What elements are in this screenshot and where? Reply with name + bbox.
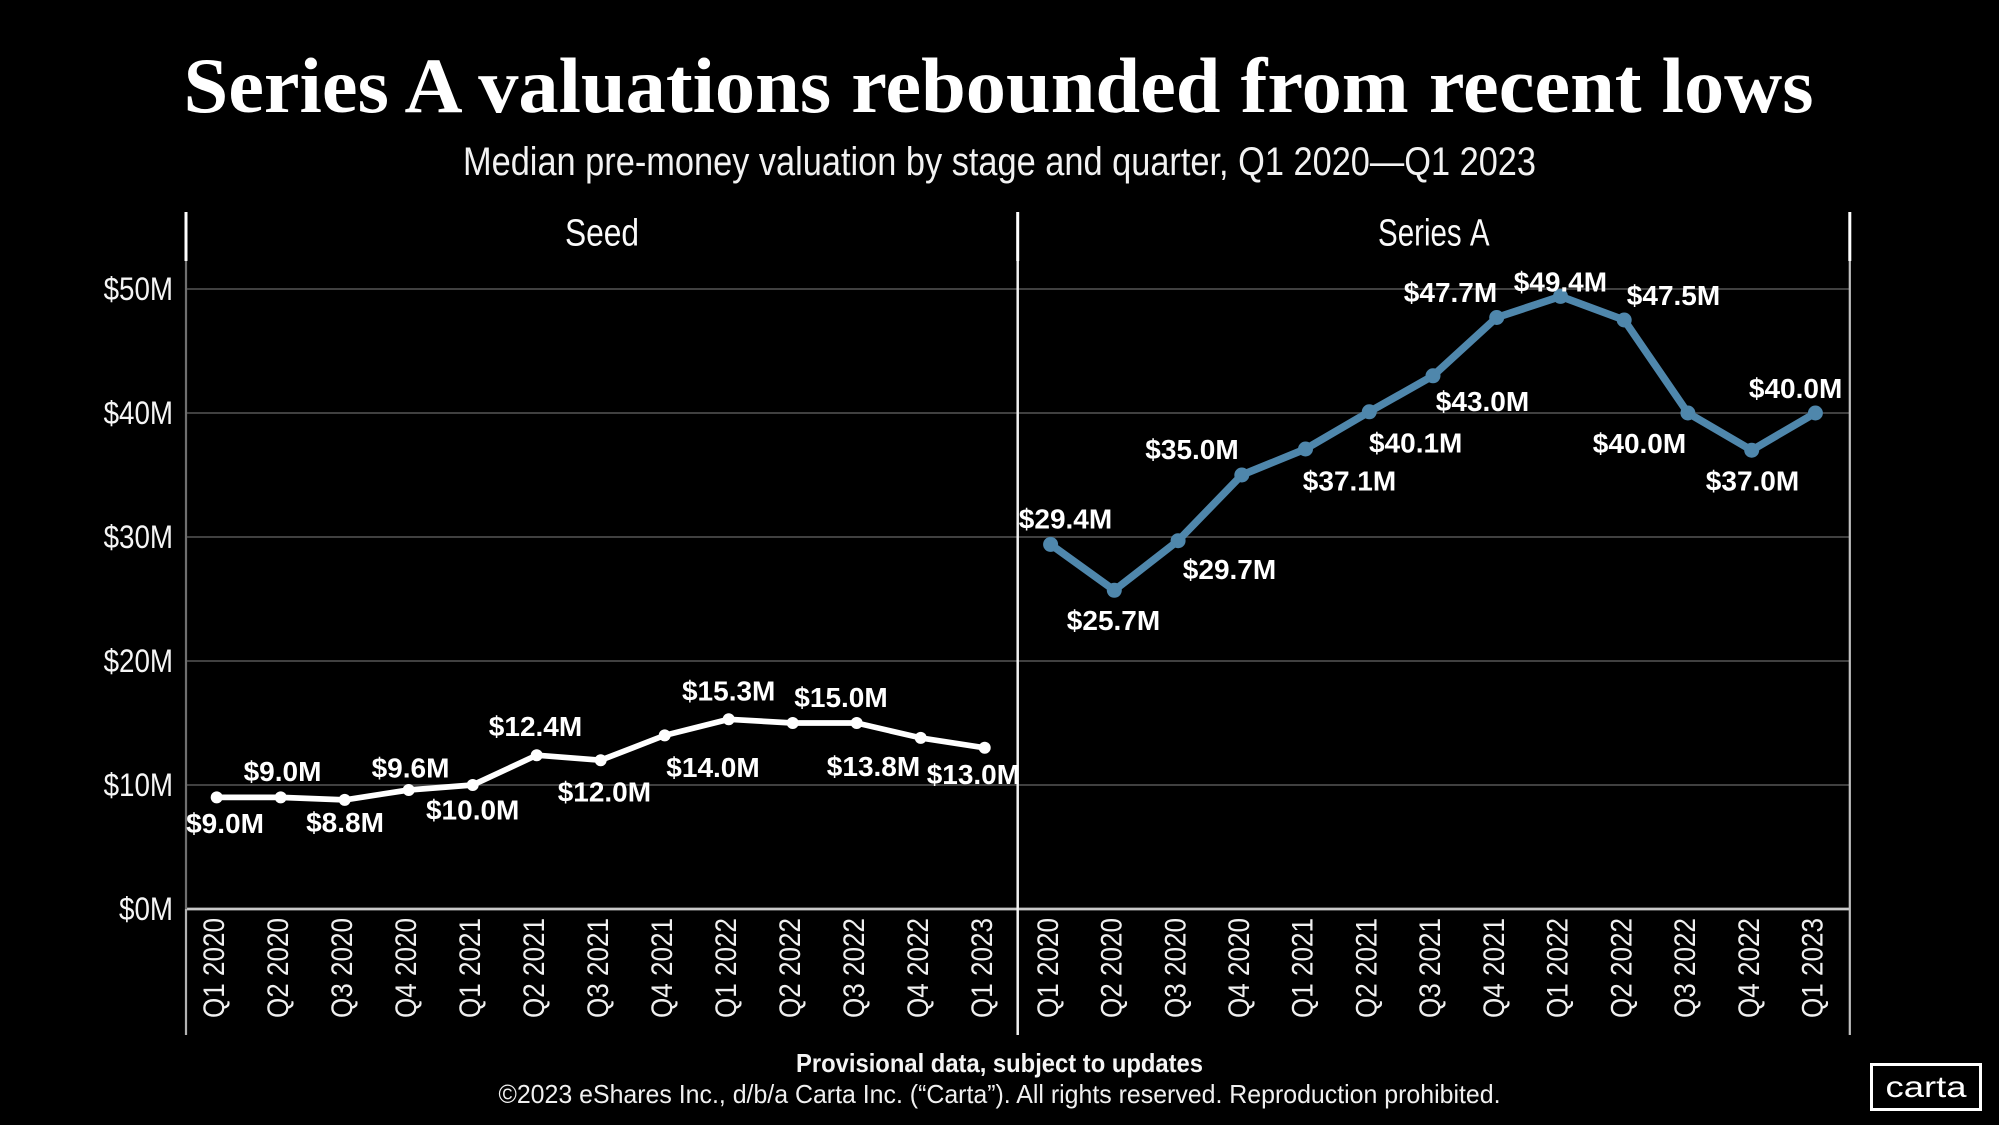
svg-text:$9.6M: $9.6M [372,753,450,784]
svg-text:$10.0M: $10.0M [426,795,519,826]
svg-text:$40M: $40M [104,395,173,431]
svg-text:Q3 2020: Q3 2020 [1159,918,1192,1018]
svg-text:$40.0M: $40.0M [1593,428,1686,459]
svg-text:$30M: $30M [104,519,173,555]
svg-text:©2023 eShares Inc., d/b/a Cart: ©2023 eShares Inc., d/b/a Carta Inc. (“C… [499,1079,1501,1109]
svg-text:Q2 2021: Q2 2021 [518,918,551,1018]
svg-text:Q4 2020: Q4 2020 [390,918,423,1018]
svg-text:$40.0M: $40.0M [1749,373,1842,404]
svg-text:Q4 2021: Q4 2021 [1478,918,1511,1018]
svg-text:Q3 2022: Q3 2022 [1669,918,1702,1018]
svg-text:Q3 2021: Q3 2021 [1414,918,1447,1018]
svg-text:Q2 2022: Q2 2022 [1605,918,1638,1018]
svg-text:$47.5M: $47.5M [1627,280,1720,311]
svg-text:$9.0M: $9.0M [244,756,322,787]
svg-text:$47.7M: $47.7M [1404,277,1497,308]
svg-text:Q2 2020: Q2 2020 [262,918,295,1018]
svg-text:Q1 2020: Q1 2020 [198,918,231,1018]
svg-text:Provisional data, subject to u: Provisional data, subject to updates [796,1048,1203,1078]
svg-text:Q1 2021: Q1 2021 [1287,918,1320,1018]
svg-text:Q4 2022: Q4 2022 [902,918,935,1018]
svg-text:Q3 2020: Q3 2020 [326,918,359,1018]
svg-text:Q3 2022: Q3 2022 [838,918,871,1018]
svg-text:Median pre-money valuation by: Median pre-money valuation by stage and … [463,140,1536,184]
svg-text:$10M: $10M [104,767,173,803]
svg-text:Q4 2022: Q4 2022 [1733,918,1766,1018]
svg-text:$40.1M: $40.1M [1369,428,1462,459]
svg-text:$12.4M: $12.4M [489,711,582,742]
svg-text:$43.0M: $43.0M [1436,386,1529,417]
svg-text:$50M: $50M [104,271,173,307]
svg-text:Q2 2022: Q2 2022 [774,918,807,1018]
svg-text:Q1 2022: Q1 2022 [1542,918,1575,1018]
svg-text:Q1 2023: Q1 2023 [1797,918,1830,1018]
svg-text:$8.8M: $8.8M [306,807,384,838]
svg-text:Q1 2021: Q1 2021 [454,918,487,1018]
svg-text:$35.0M: $35.0M [1145,434,1238,465]
svg-text:carta: carta [1886,1071,1967,1104]
svg-text:Q1 2023: Q1 2023 [966,918,999,1018]
svg-text:$9.0M: $9.0M [186,808,264,839]
svg-text:Q2 2020: Q2 2020 [1096,918,1129,1018]
svg-text:Q3 2021: Q3 2021 [582,918,615,1018]
svg-text:$49.4M: $49.4M [1514,267,1607,298]
svg-text:$20M: $20M [104,643,173,679]
svg-text:Seed: Seed [565,213,639,255]
svg-text:$13.0M: $13.0M [927,759,1020,790]
svg-text:$25.7M: $25.7M [1067,605,1160,636]
svg-text:$12.0M: $12.0M [558,776,651,807]
svg-text:Series A valuations rebounded: Series A valuations rebounded from recen… [184,42,1814,129]
svg-text:$14.0M: $14.0M [666,752,759,783]
svg-text:$13.8M: $13.8M [827,751,920,782]
svg-text:Q2 2021: Q2 2021 [1351,918,1384,1018]
svg-text:$37.1M: $37.1M [1303,465,1396,496]
svg-text:$0M: $0M [119,891,173,927]
svg-text:$37.0M: $37.0M [1706,465,1799,496]
svg-text:Q1 2020: Q1 2020 [1032,918,1065,1018]
svg-text:Q1 2022: Q1 2022 [710,918,743,1018]
svg-text:Series A: Series A [1378,213,1490,255]
svg-text:$29.7M: $29.7M [1183,554,1276,585]
svg-text:Q4 2020: Q4 2020 [1223,918,1256,1018]
svg-text:Q4 2021: Q4 2021 [646,918,679,1018]
svg-text:$29.4M: $29.4M [1019,503,1112,534]
svg-text:$15.3M: $15.3M [682,676,775,707]
svg-text:$15.0M: $15.0M [794,682,887,713]
